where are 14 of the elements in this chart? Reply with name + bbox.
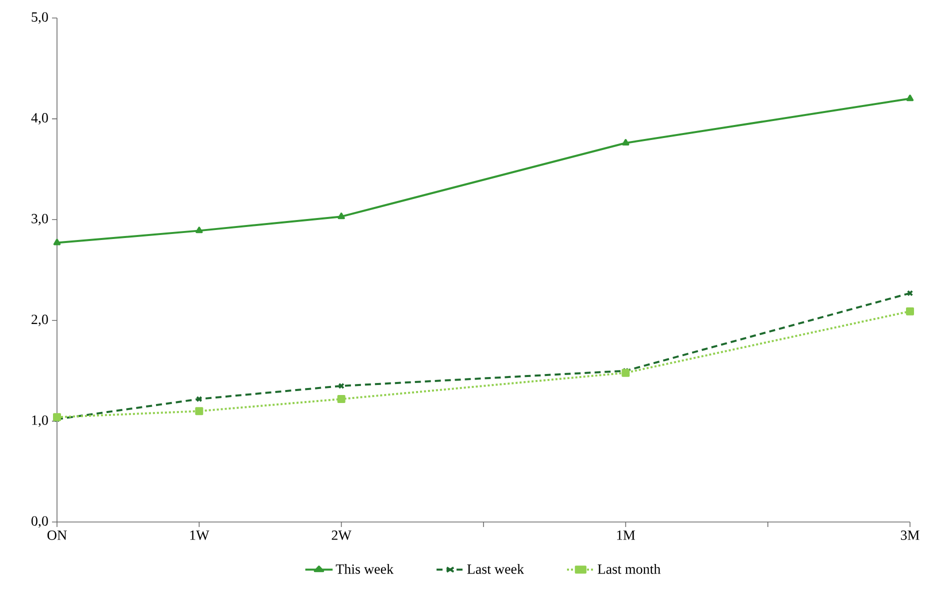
y-tick-label: 4,0 — [31, 113, 48, 125]
legend-label: This week — [336, 564, 394, 574]
x-tick-label: 1W — [190, 530, 210, 540]
y-tick-label: 1,0 — [32, 415, 48, 427]
x-tick-label: 2W — [332, 530, 352, 540]
legend-label: Last week — [467, 564, 524, 574]
y-tick-label: 0,0 — [32, 516, 48, 528]
x-tick-label: ON — [47, 530, 67, 540]
x-tick-label: 3M — [900, 530, 920, 540]
y-tick-label: 3,0 — [32, 214, 48, 226]
x-tick-label: 1M — [617, 530, 635, 540]
y-tick-label: 2,0 — [32, 314, 48, 326]
y-tick-label: 5,0 — [32, 12, 48, 24]
legend-label: Last month — [598, 564, 661, 574]
